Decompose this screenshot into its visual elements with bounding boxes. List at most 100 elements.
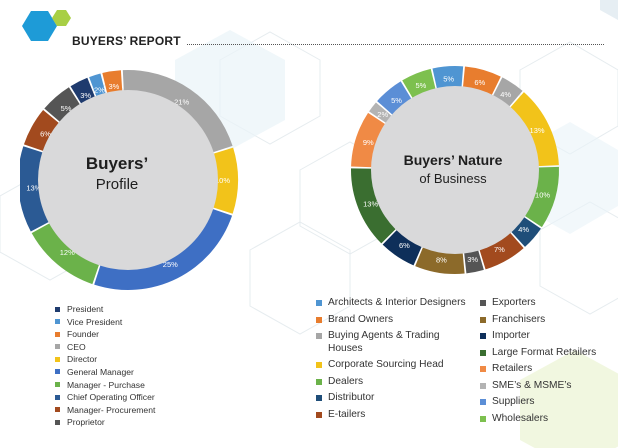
- legend-item-retailers: Retailers: [480, 363, 610, 376]
- legend-swatch: [55, 419, 60, 425]
- legend-label: Large Format Retailers: [492, 346, 597, 358]
- legend-swatch: [480, 415, 486, 422]
- slice-label-suppliers: 5%: [391, 96, 402, 105]
- legend-swatch: [55, 306, 60, 312]
- legend-item-brand-owners: Brand Owners: [316, 314, 466, 327]
- legend-item-chief-operating-officer: Chief Operating Officer: [55, 391, 155, 404]
- buyers-profile-legend: President Vice President Founder CEO Directo…: [55, 303, 155, 429]
- slice-label-exporters: 3%: [467, 255, 478, 264]
- slice-label-manager-purchase: 12%: [60, 248, 75, 257]
- slice-dealers: [520, 166, 559, 228]
- legend-swatch: [55, 356, 60, 362]
- legend-swatch: [316, 333, 322, 339]
- slice-label-importer: 6%: [399, 241, 410, 250]
- legend-swatch: [480, 382, 486, 389]
- legend-swatch: [480, 316, 486, 323]
- legend-label: Importer: [492, 330, 530, 341]
- legend-label: Buying Agents & Trading Houses: [328, 330, 440, 354]
- legend-label: E-tailers: [328, 408, 366, 420]
- slice-manager-purchase: [31, 218, 103, 285]
- legend-label: Brand Owners: [328, 313, 394, 325]
- buyers-nature-center-title: Buyers’ Nature: [403, 152, 503, 168]
- legend-label: President: [67, 304, 104, 314]
- buyers-nature-center-label: Buyers’ Nature of Business: [383, 152, 523, 186]
- slice-label-corporate-sourcing-head: 13%: [530, 126, 545, 135]
- title-divider: [187, 44, 604, 45]
- legend-label: Director: [67, 354, 98, 365]
- legend-swatch: [55, 382, 60, 388]
- legend-item-founder: Founder: [55, 328, 155, 341]
- legend-item-distributor: Distributor: [316, 392, 466, 405]
- legend-swatch: [480, 349, 486, 356]
- slice-label-chief-operating-officer: 13%: [26, 184, 41, 193]
- buyers-nature-legend-column-1: Architects & Interior Designers Brand Own…: [316, 297, 466, 425]
- legend-item-director: Director: [55, 353, 155, 366]
- legend-swatch: [55, 407, 60, 413]
- legend-swatch: [480, 300, 486, 306]
- slice-label-e-tailers: 7%: [494, 245, 505, 254]
- slice-label-proprietor: 5%: [61, 104, 72, 113]
- legend-item-president: President: [55, 303, 155, 316]
- slice-label-sme-s-msme-s: 2%: [377, 110, 388, 119]
- slice-label-president: 3%: [80, 91, 91, 100]
- buyers-profile-center-title: Buyers’: [85, 154, 149, 173]
- legend-label: Suppliers: [492, 396, 535, 407]
- slice-importer: [382, 226, 424, 266]
- slice-label-vice-president: 2%: [94, 85, 105, 94]
- slice-label-manager-procurement: 6%: [40, 129, 51, 138]
- legend-label: Franchisers: [492, 313, 546, 325]
- slice-label-founder: 3%: [108, 82, 119, 91]
- buyers-nature-center-subtitle: of Business: [419, 171, 487, 186]
- legend-swatch: [316, 378, 322, 385]
- legend-item-importer: Importer: [480, 330, 610, 343]
- legend-label: Distributor: [328, 392, 375, 403]
- buyers-nature-donut-chart: 5% 6%4%13%10%4%7%3%8%6%13%9%2%5%5%: [351, 66, 559, 274]
- legend-label: Vice President: [67, 316, 123, 327]
- legend-item-proprietor: Proprietor: [55, 416, 155, 429]
- legend-swatch: [316, 300, 322, 306]
- legend-label: Exporters: [492, 297, 536, 308]
- slice-label-dealers: 10%: [535, 190, 550, 199]
- legend-item-suppliers: Suppliers: [480, 396, 610, 409]
- legend-label: Proprietor: [67, 417, 105, 428]
- legend-item-large-format-retailers: Large Format Retailers: [480, 347, 610, 360]
- slice-label-general-manager: 25%: [163, 260, 178, 269]
- slice-label-wholesalers: 5%: [415, 81, 426, 90]
- legend-label: Dealers: [328, 375, 364, 387]
- donut-center-circle: [371, 86, 539, 254]
- slice-label-large-format-retailers: 13%: [363, 200, 378, 209]
- donut-center-circle: [38, 90, 218, 270]
- slice-label-director: 10%: [215, 176, 230, 185]
- legend-label: SME’s & MSME’s: [492, 379, 572, 391]
- buyers-profile-center-label: Buyers’ Profile: [62, 154, 172, 193]
- legend-swatch: [480, 366, 486, 372]
- legend-item-corporate-sourcing-head: Corporate Sourcing Head: [316, 359, 466, 372]
- legend-item-sme-s-msme-s: SME’s & MSME’s: [480, 380, 610, 393]
- legend-label: Manager - Purchase: [67, 379, 145, 390]
- legend-item-franchisers: Franchisers: [480, 314, 610, 327]
- slice-label-franchisers: 8%: [436, 255, 447, 264]
- slice-label-ceo: 21%: [174, 98, 189, 107]
- legend-item-buying-agents-trading-houses: Buying Agents & Trading Houses: [316, 330, 466, 355]
- page-title: BUYERS’ REPORT: [72, 34, 181, 48]
- legend-swatch: [55, 319, 60, 325]
- slice-corporate-sourcing-head: [506, 92, 559, 167]
- legend-label: General Manager: [67, 366, 134, 377]
- legend-label: Architects & Interior Designers: [328, 297, 466, 308]
- buyers-profile-center-subtitle: Profile: [95, 176, 139, 193]
- legend-item-manager-purchase: Manager - Purchase: [55, 379, 155, 392]
- legend-label: CEO: [67, 341, 86, 352]
- legend-item-architects-interior-designers: Architects & Interior Designers: [316, 297, 466, 310]
- legend-item-exporters: Exporters: [480, 297, 610, 310]
- legend-swatch: [316, 395, 322, 401]
- legend-swatch: [316, 411, 322, 418]
- legend-label: Retailers: [492, 363, 533, 374]
- legend-swatch: [480, 333, 486, 339]
- buyers-nature-legend-column-2: Exporters Franchisers Importer Large Format…: [480, 297, 610, 429]
- legend-label: Founder: [67, 329, 100, 340]
- slice-label-distributor: 4%: [518, 225, 529, 234]
- legend-swatch: [316, 316, 322, 323]
- legend-label: Chief Operating Officer: [67, 392, 155, 403]
- slice-large-format-retailers: [351, 168, 400, 244]
- legend-item-general-manager: General Manager: [55, 366, 155, 379]
